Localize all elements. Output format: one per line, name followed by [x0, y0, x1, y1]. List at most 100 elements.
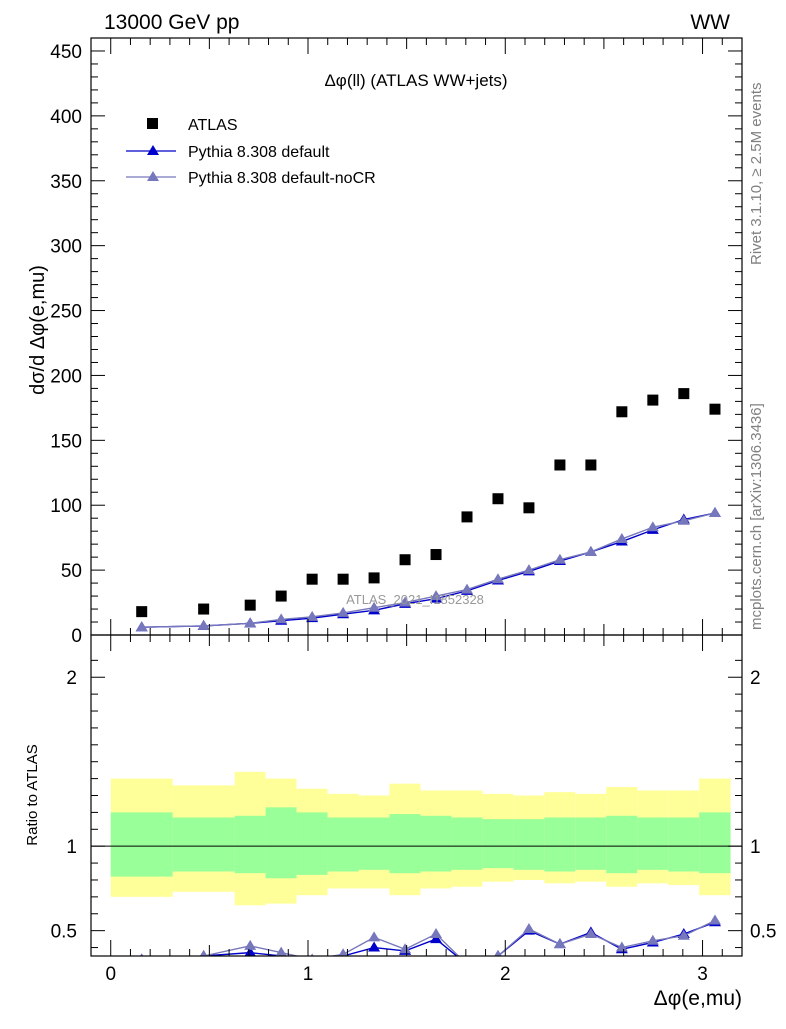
- ratio-point: [461, 958, 473, 968]
- mc-series-line: [141, 512, 716, 628]
- y-tick-label: 250: [50, 302, 82, 323]
- ratio-band-inner: [513, 819, 545, 870]
- ratio-data-layer: [91, 771, 742, 968]
- ratio-band-inner: [265, 807, 297, 879]
- atlas-data-point: [136, 606, 148, 618]
- atlas-data-point: [430, 549, 442, 561]
- plot-title: Δφ(ll) (ATLAS WW+jets): [324, 71, 507, 90]
- ratio-band-inner: [482, 819, 514, 869]
- ratio-point: [677, 929, 690, 940]
- ratio-series-line: [190, 921, 716, 956]
- ratio-band-inner: [358, 817, 390, 870]
- ratio-band-inner: [544, 817, 576, 872]
- legend: ATLAS Pythia 8.308 default Pythia 8.308 …: [126, 117, 376, 187]
- ratio-point: [494, 950, 502, 956]
- ratio-point: [430, 928, 443, 939]
- ratio-point: [200, 950, 208, 956]
- atlas-data-point: [198, 603, 210, 615]
- atlas-data-point: [244, 599, 256, 611]
- atlas-data-point: [399, 554, 411, 566]
- ratio-band-inner: [420, 815, 452, 872]
- atlas-data-point: [616, 406, 628, 418]
- ratio-point: [244, 946, 256, 956]
- ratio-band-inner: [451, 817, 483, 870]
- ratio-band-inner: [234, 815, 266, 874]
- ratio-tick-label-left: 0.5: [51, 922, 77, 943]
- mc-series-point: [244, 617, 257, 628]
- mc-series-point: [584, 545, 597, 556]
- ratio-point: [310, 953, 314, 956]
- legend-marker-default: [147, 145, 159, 155]
- atlas-data-point: [368, 572, 380, 584]
- legend-label-default: Pythia 8.308 default: [188, 144, 330, 161]
- atlas-data-point: [678, 388, 690, 400]
- ratio-tick-label-right: 2: [750, 668, 761, 689]
- mc-series-point: [275, 613, 288, 624]
- y-tick-label: 150: [50, 431, 82, 452]
- ratio-point: [338, 948, 348, 956]
- mc-series-point: [522, 564, 535, 575]
- header-right: WW: [690, 11, 730, 34]
- y-tick-label: 450: [50, 42, 82, 63]
- ratio-band-inner: [110, 812, 173, 877]
- legend-marker-nocr: [147, 171, 159, 181]
- mc-series-point: [306, 610, 319, 621]
- y-tick-label: 350: [50, 172, 82, 193]
- ratio-point: [615, 941, 628, 952]
- ratio-point: [368, 941, 381, 952]
- header-left: 13000 GeV pp: [104, 11, 239, 34]
- ratio-band-inner: [668, 817, 700, 872]
- ratio-band-inner: [327, 817, 359, 872]
- ratio-axis-label: Ratio to ATLAS: [24, 744, 41, 845]
- ratio-point: [708, 914, 721, 925]
- atlas-data-point: [275, 590, 287, 602]
- mc-series-point: [368, 601, 381, 612]
- ratio-point: [522, 922, 535, 933]
- ratio-point: [244, 939, 257, 950]
- top-data-layer: [135, 388, 721, 632]
- atlas-data-point: [709, 403, 721, 415]
- rivet-label: Rivet 3.1.10, ≥ 2.5M events: [748, 83, 765, 266]
- ratio-band-inner: [389, 814, 421, 874]
- x-axis-label: Δφ(e,mu): [654, 987, 742, 1010]
- ratio-point: [368, 931, 381, 942]
- mcplots-label: mcplots.cern.ch [arXiv:1306.3436]: [748, 403, 765, 630]
- ratio-band-inner: [606, 815, 638, 874]
- atlas-data-point: [647, 394, 659, 406]
- ratio-axes: 0 1 2 3 0.5 0.5 1 1 2 2: [51, 634, 776, 985]
- mc-series-point: [553, 553, 566, 564]
- x-tick-label: 0: [105, 964, 116, 985]
- mc-series-point: [615, 532, 628, 543]
- ratio-band-inner: [699, 812, 731, 874]
- ratio-band-inner: [575, 817, 607, 870]
- atlas-data-point: [492, 493, 504, 505]
- y-tick-label: 0: [71, 626, 82, 647]
- mc-series-point: [708, 507, 721, 518]
- y-tick-label: 100: [50, 496, 82, 517]
- ratio-band-inner: [637, 817, 669, 870]
- mc-series-point: [399, 596, 412, 607]
- analysis-watermark: ATLAS_2021_I1852328: [346, 592, 484, 607]
- mc-series-point: [677, 514, 690, 525]
- y-tick-label: 200: [50, 366, 82, 387]
- y-tick-label: 50: [61, 561, 82, 582]
- mc-series-point: [430, 590, 443, 601]
- x-tick-label: 3: [697, 964, 708, 985]
- mc-series-point: [337, 606, 350, 617]
- atlas-data-point: [306, 573, 318, 585]
- mc-series-line: [141, 512, 716, 628]
- atlas-data-point: [585, 459, 597, 471]
- ratio-point: [399, 943, 412, 954]
- y-tick-label: 300: [50, 237, 82, 258]
- ratio-point: [553, 938, 566, 949]
- mc-series-point: [135, 621, 148, 632]
- ratio-point: [461, 958, 473, 968]
- ratio-tick-label-right: 1: [750, 837, 761, 858]
- ratio-tick-label-left: 2: [66, 668, 77, 689]
- x-tick-label: 2: [500, 964, 511, 985]
- ratio-tick-label-left: 1: [66, 837, 77, 858]
- x-tick-label: 1: [303, 964, 314, 985]
- atlas-data-point: [554, 459, 566, 471]
- ratio-band-inner: [296, 812, 328, 875]
